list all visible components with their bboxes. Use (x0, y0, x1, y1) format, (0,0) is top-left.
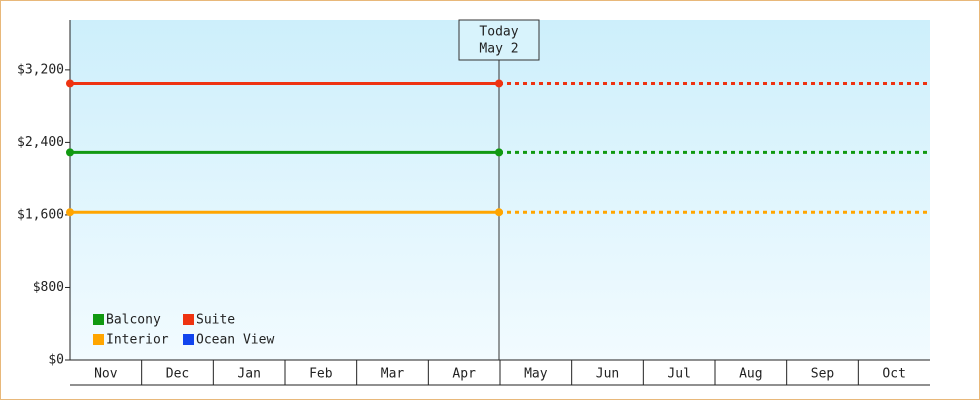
legend-swatch (183, 334, 194, 345)
x-tick-label: May (524, 367, 548, 382)
today-date: May 2 (479, 42, 518, 57)
x-tick-label: Nov (94, 367, 118, 382)
x-tick-label: Aug (739, 367, 762, 382)
series-point (495, 208, 503, 217)
y-tick-label: $0 (48, 353, 64, 368)
y-tick-label: $800 (33, 280, 64, 295)
x-tick-label: Sep (811, 367, 835, 382)
legend-swatch (93, 334, 104, 345)
x-tick-label: Feb (309, 367, 333, 382)
legend-label: Interior (106, 333, 169, 348)
x-tick-label: Oct (882, 367, 905, 382)
plot-area (70, 20, 930, 360)
legend-label: Balcony (106, 313, 161, 328)
series-point (66, 79, 74, 88)
series-point (495, 148, 503, 157)
y-tick-label: $2,400 (17, 135, 64, 150)
x-tick-label: Dec (166, 367, 189, 382)
legend-swatch (183, 314, 194, 325)
x-tick-label: Apr (452, 367, 476, 382)
x-tick-label: Jun (596, 367, 619, 382)
today-label: Today (479, 25, 518, 40)
y-tick-label: $3,200 (17, 62, 64, 77)
x-tick-label: Jan (237, 367, 260, 382)
series-point (66, 208, 74, 217)
series-point (495, 79, 503, 88)
legend-swatch (93, 314, 104, 325)
today-box (458, 19, 540, 61)
x-tick-label: Mar (381, 367, 405, 382)
x-tick-label: Jul (667, 367, 690, 382)
y-tick-label: $1,600 (17, 207, 64, 222)
legend-label: Ocean View (196, 333, 274, 348)
legend-label: Suite (196, 313, 235, 328)
series-point (66, 148, 74, 157)
